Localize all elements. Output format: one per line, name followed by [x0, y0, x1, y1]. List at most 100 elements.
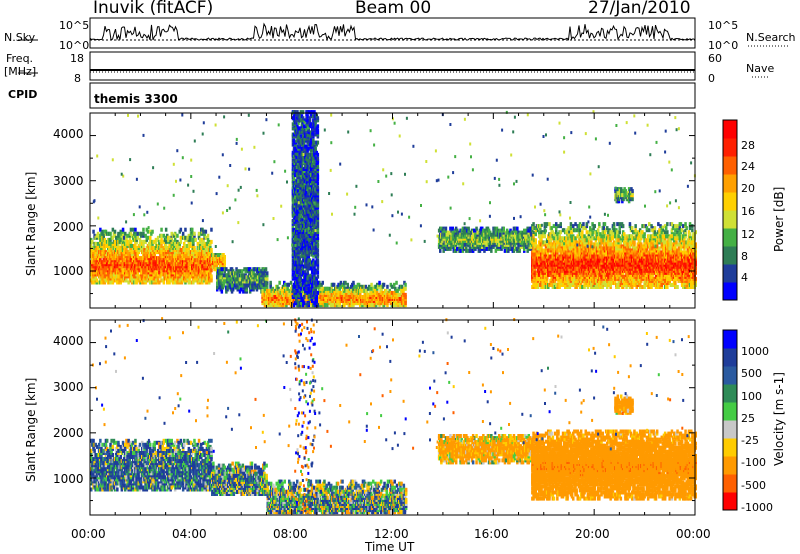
echo-cell	[193, 246, 196, 250]
echo-cell	[145, 235, 149, 240]
echo-cell	[286, 286, 289, 291]
echo-cell	[220, 267, 224, 272]
echo-cell	[185, 248, 188, 252]
echo-cell	[206, 233, 210, 238]
echo-cell	[382, 282, 386, 287]
echo-cell	[181, 231, 185, 236]
echo-cell	[298, 130, 301, 135]
echo-cell	[197, 231, 201, 236]
echo-cell	[291, 122, 295, 127]
echo-cell	[115, 235, 118, 240]
echo-cell	[142, 227, 145, 232]
echo-cell	[236, 269, 239, 274]
echo-cell	[306, 114, 309, 119]
echo-cell	[321, 280, 324, 285]
echo-cell	[316, 128, 320, 133]
echo-cell	[126, 244, 129, 248]
echo-cell	[115, 244, 118, 248]
echo-cell	[316, 252, 320, 257]
echo-cell	[99, 256, 102, 261]
echo-cell	[126, 239, 129, 244]
echo-cell	[99, 227, 102, 232]
echo-cell	[474, 232, 477, 237]
echo-cell	[96, 231, 100, 236]
echo-cell	[339, 280, 343, 285]
echo-cell	[164, 227, 168, 232]
echo-cell	[303, 301, 306, 306]
echo-cell	[184, 227, 187, 232]
echo-cell	[94, 250, 97, 255]
echo-cell	[316, 185, 320, 190]
echo-cell	[187, 266, 191, 271]
echo-cell	[108, 241, 111, 246]
echo-cell	[176, 233, 179, 238]
echo-cell	[160, 244, 163, 248]
echo-cell	[129, 270, 133, 275]
echo-cell	[516, 226, 519, 231]
echo-cell	[404, 282, 407, 287]
echo-cell	[117, 276, 120, 281]
echo-cell	[113, 239, 117, 244]
echo-cell	[397, 292, 400, 297]
echo-cell	[193, 231, 196, 236]
echo-cell	[478, 248, 482, 253]
echo-cell	[101, 276, 104, 281]
echo-cell	[316, 156, 320, 161]
echo-cell	[196, 241, 200, 246]
echo-cell	[316, 124, 320, 129]
echo-cell	[125, 248, 128, 252]
echo-cell	[468, 248, 471, 253]
echo-cell	[121, 268, 125, 273]
echo-cell	[99, 237, 102, 242]
echo-cell	[451, 226, 454, 231]
echo-cell	[109, 276, 112, 281]
echo-cell	[126, 233, 129, 238]
echo-cell	[264, 280, 268, 285]
echo-cell	[296, 288, 299, 293]
echo-cell	[160, 272, 163, 277]
echo-cell	[346, 282, 349, 287]
echo-cell	[311, 299, 314, 303]
echo-cell	[119, 229, 122, 234]
echo-cell	[444, 226, 448, 231]
echo-cell	[264, 267, 268, 272]
echo-cell	[109, 237, 112, 242]
echo-cell	[303, 295, 306, 299]
echo-cell	[266, 271, 269, 276]
echo-cell	[101, 229, 104, 234]
echo-cell	[184, 235, 187, 240]
echo-cell	[315, 299, 318, 303]
echo-cell	[216, 253, 220, 257]
echo-cell	[188, 235, 192, 240]
echo-cell	[239, 287, 243, 292]
echo-cell	[109, 231, 112, 236]
echo-cell	[361, 284, 364, 289]
echo-cell	[142, 270, 145, 275]
echo-cell	[324, 297, 328, 301]
echo-cell	[118, 246, 121, 250]
echo-cell	[312, 138, 315, 143]
echo-cell	[525, 234, 528, 239]
echo-cell	[96, 246, 100, 250]
echo-cell	[122, 264, 126, 269]
echo-cell	[293, 284, 297, 289]
echo-cell	[493, 226, 496, 231]
echo-cell	[316, 258, 320, 263]
echo-cell	[307, 286, 310, 291]
echo-cell	[326, 303, 329, 308]
echo-cell	[210, 239, 213, 244]
echo-cell	[268, 288, 271, 293]
echo-cell	[344, 280, 347, 285]
echo-cell	[220, 289, 224, 294]
echo-cell	[156, 235, 160, 240]
echo-cell	[456, 228, 459, 233]
echo-cell	[364, 284, 368, 289]
echo-cell	[129, 239, 133, 244]
echo-cell	[534, 232, 537, 237]
echo-cell	[404, 292, 407, 297]
echo-cell	[210, 227, 213, 232]
echo-cell	[316, 140, 320, 145]
echo-cell	[160, 233, 163, 238]
echo-cell	[122, 235, 126, 240]
